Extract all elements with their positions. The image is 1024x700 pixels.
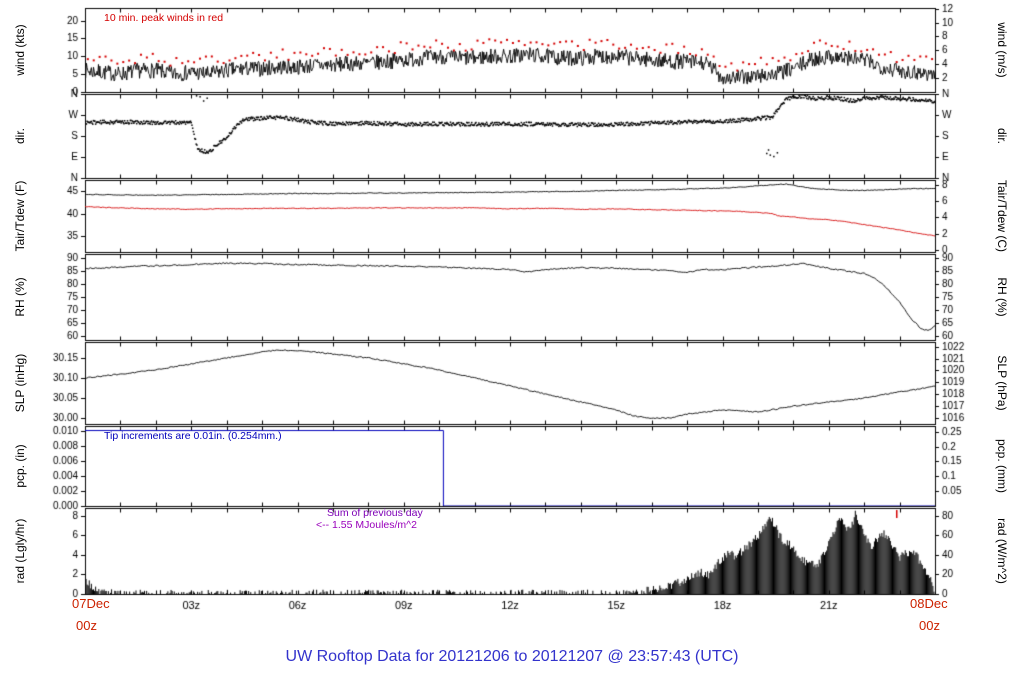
x-axis-start-hour-label: 00z xyxy=(76,618,97,633)
slp-left-axis-label: SLP (inHg) xyxy=(13,353,27,413)
precip-tip-annotation: Tip increments are 0.01in. (0.254mm.) xyxy=(104,430,282,442)
pcp-right-axis-label: pcp. (mm) xyxy=(995,439,1009,493)
rh-right-axis-label: RH (%) xyxy=(995,277,1009,317)
slp-right-axis-label: SLP (hPa) xyxy=(995,355,1009,411)
dir-right-axis-label: dir. xyxy=(995,127,1009,145)
chart-title: UW Rooftop Data for 20121206 to 20121207… xyxy=(285,648,739,665)
x-axis-end-date-label: 08Dec xyxy=(910,596,948,611)
rh-left-axis-label: RH (%) xyxy=(13,277,27,317)
wind-left-axis-label: wind (kts) xyxy=(13,24,27,76)
dir-left-axis-label: dir. xyxy=(13,127,27,145)
x-axis-start-date-label: 07Dec xyxy=(72,596,110,611)
pcp-left-axis-label: pcp. (in) xyxy=(13,444,27,488)
radiation-sum-annotation-line1: Sum of previous day xyxy=(327,507,423,519)
rad-right-axis-label: rad (W/m^2) xyxy=(995,518,1009,584)
radiation-sum-annotation-line2: <-- 1.55 MJoules/m^2 xyxy=(316,519,417,531)
temp-left-axis-label: Tair/Tdew (F) xyxy=(13,180,27,252)
wind-right-axis-label: wind (m/s) xyxy=(995,22,1009,78)
x-axis-end-hour-label: 00z xyxy=(919,618,940,633)
temp-right-axis-label: Tair/Tdew (C) xyxy=(995,179,1009,253)
rad-left-axis-label: rad (Lgly/hr) xyxy=(13,518,27,584)
wind-peak-annotation: 10 min. peak winds in red xyxy=(104,12,224,24)
